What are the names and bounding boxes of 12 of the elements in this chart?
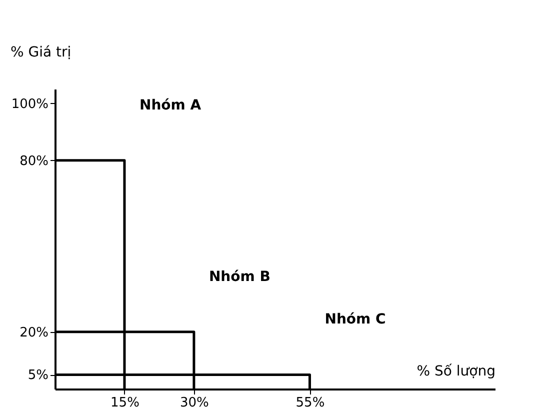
y-tick-label: 100% <box>11 96 48 112</box>
x-tick-label: 30% <box>180 396 209 410</box>
x-tick-label: 55% <box>296 396 325 410</box>
y-axis-title: % Giá trị <box>10 44 72 60</box>
y-tick-label: 5% <box>28 368 48 384</box>
y-tick-label: 20% <box>20 325 48 340</box>
text: Nhóm B <box>208 268 270 285</box>
text: Nhóm A <box>139 97 202 114</box>
x-axis-title: % Số lượng <box>416 364 496 380</box>
y-tick-label: 80% <box>20 154 48 169</box>
text: Nhóm C <box>324 312 386 328</box>
x-tick-label: 15% <box>110 396 140 410</box>
